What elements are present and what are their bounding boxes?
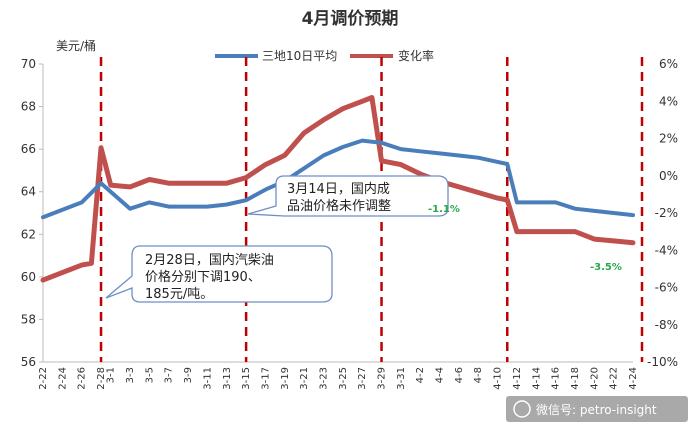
left-tick-label: 70 <box>21 57 36 71</box>
callout-2-line-1: 3月14日，国内成 <box>287 181 390 197</box>
x-tick-label: 3-3 <box>125 367 136 383</box>
left-tick-label: 66 <box>21 142 36 156</box>
x-tick-label: 4-8 <box>473 367 484 383</box>
x-tick-label: 4-24 <box>628 367 639 390</box>
x-tick-label: 3-25 <box>338 367 349 390</box>
callout-1: 2月28日，国内汽柴油 价格分别下调190、 185元/吨。 <box>105 245 333 303</box>
right-axis-ticks: -10% -8% -6% -4% -2% 0% 2% 4% 6% <box>647 57 678 369</box>
callout-1-line-3: 185元/吨。 <box>145 287 213 302</box>
x-tick-label: 4-4 <box>435 367 446 383</box>
right-tick-label: 6% <box>659 57 678 71</box>
x-tick-label: 3-11 <box>202 367 213 390</box>
watermark-text: 微信号: petro-insight <box>536 403 657 417</box>
x-tick-label: 3-31 <box>396 367 407 390</box>
left-tick-label: 64 <box>21 185 36 199</box>
x-tick-label: 3-9 <box>183 367 194 383</box>
x-tick-label: 3-17 <box>260 367 271 390</box>
series-line-avg <box>41 138 635 220</box>
x-tick-label: 2-22 <box>38 367 49 390</box>
left-tick-label: 58 <box>21 312 36 326</box>
x-tick-label: 2-28 <box>96 367 107 390</box>
left-tick-label: 62 <box>21 227 36 241</box>
x-tick-label: 4-2 <box>415 367 426 383</box>
chart-title: 4月调价预期 <box>302 9 399 29</box>
callout-2-line-2: 品油价格未作调整 <box>287 198 391 214</box>
x-tick-label: 3-15 <box>241 367 252 390</box>
x-tick-label: 3-7 <box>164 367 175 383</box>
callout-2-bubble <box>247 175 449 217</box>
right-tick-label: 0% <box>659 169 678 183</box>
x-tick-label: 3-27 <box>357 367 368 390</box>
callout-1-line-2: 价格分别下调190、 <box>145 269 261 285</box>
x-tick-label: 4-20 <box>589 367 600 390</box>
rate-note-2: -3.5% <box>590 262 622 273</box>
x-tick-label: 3-5 <box>144 367 155 383</box>
x-axis-ticks: 2-22 2-24 2-26 2-283-1 3-3 3-5 3-7 3-9 3-11 3-13 3… <box>38 367 639 390</box>
x-tick-label: 4-10 <box>493 367 504 390</box>
x-tick-label: 4-22 <box>609 367 620 390</box>
left-axis-unit: 美元/桶 <box>56 38 96 53</box>
callout-2: 3月14日，国内成 品油价格未作调整 <box>247 175 449 217</box>
right-tick-label: -4% <box>655 243 678 257</box>
left-tick-label: 56 <box>21 355 36 369</box>
x-tick-label: 3-13 <box>222 367 233 390</box>
right-tick-label: 4% <box>659 94 678 108</box>
x-tick-label: 4-16 <box>551 367 562 390</box>
right-tick-label: -8% <box>655 318 678 332</box>
x-tick-label: 4-14 <box>531 367 542 390</box>
x-tick-label: 3-23 <box>318 367 329 390</box>
right-tick-label: -10% <box>647 355 678 369</box>
wechat-icon <box>513 400 531 418</box>
right-tick-label: -2% <box>655 206 678 220</box>
watermark-bg <box>506 396 688 422</box>
legend: 三地10日平均 变化率 <box>215 48 434 63</box>
x-tick-label: 4-12 <box>512 367 523 390</box>
x-tick-label: 3-21 <box>299 367 310 390</box>
x-tick-label: 2-24 <box>57 367 68 390</box>
legend-label-avg: 三地10日平均 <box>262 49 337 63</box>
right-tick-label: 2% <box>659 132 678 146</box>
legend-label-rate: 变化率 <box>398 48 434 63</box>
right-tick-label: -6% <box>655 281 678 295</box>
left-tick-label: 68 <box>21 100 36 114</box>
x-tick-label: 4-18 <box>570 367 581 390</box>
x-tick-label: 2-26 <box>77 367 88 390</box>
x-tick-label: 3-19 <box>280 367 291 390</box>
rate-note-1: -1.1% <box>428 204 460 215</box>
x-tick-label: 4-6 <box>454 367 465 383</box>
x-tick-label: 3-29 <box>377 367 388 390</box>
event-lines <box>99 57 644 362</box>
left-tick-label: 60 <box>21 270 36 284</box>
left-axis-ticks: 56 58 60 62 64 66 68 70 <box>21 57 43 369</box>
x-tick-label: 3-1 <box>106 367 117 383</box>
series-line-rate <box>40 95 636 283</box>
callout-1-line-1: 2月28日，国内汽柴油 <box>145 252 274 268</box>
callout-1-bubble <box>105 245 333 303</box>
watermark: 微信号: petro-insight <box>506 396 688 422</box>
